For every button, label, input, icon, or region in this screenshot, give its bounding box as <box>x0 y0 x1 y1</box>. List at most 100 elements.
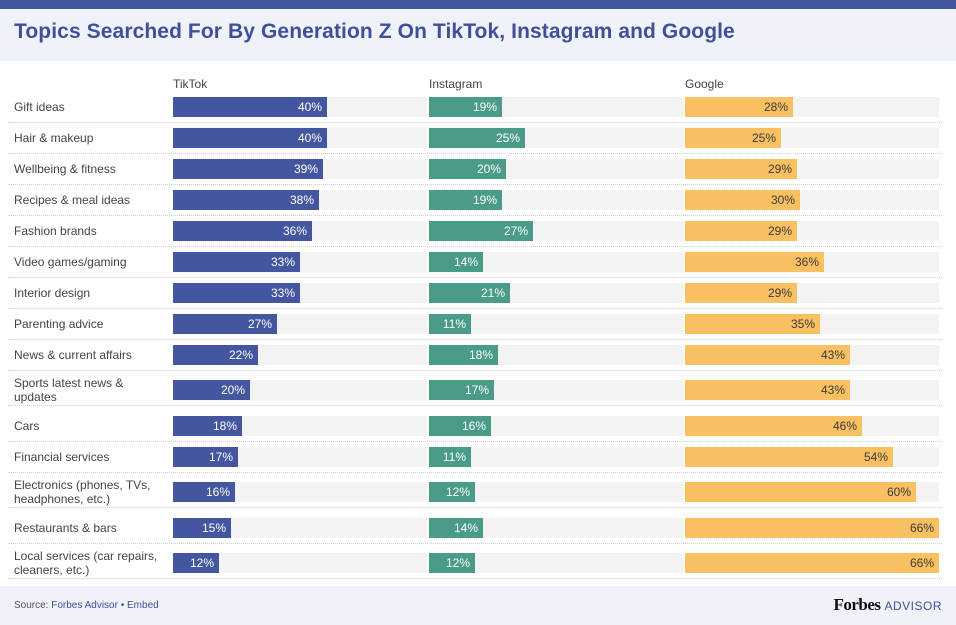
data-label-tiktok: 15% <box>201 521 226 535</box>
bar-google <box>685 447 893 467</box>
category-label: Video games/gaming <box>14 255 127 269</box>
source-separator: • <box>117 600 128 611</box>
bar-instagram <box>429 380 494 400</box>
bar-track-instagram: 14% <box>429 518 683 538</box>
data-label-google: 30% <box>770 193 795 207</box>
data-label-instagram: 25% <box>495 131 520 145</box>
row-separator <box>8 215 942 216</box>
bar-instagram <box>429 482 475 502</box>
row-separator <box>8 153 942 154</box>
forbes-advisor-logo: Forbes ADVISOR <box>833 595 942 615</box>
bar-tiktok <box>173 553 219 573</box>
bar-instagram <box>429 252 483 272</box>
bar-track-tiktok: 39% <box>173 159 427 179</box>
data-label-google: 29% <box>767 286 792 300</box>
row-separator <box>8 543 942 544</box>
row-separator <box>8 472 942 473</box>
category-label: Cars <box>14 419 40 433</box>
row-separator <box>8 122 942 123</box>
bar-google <box>685 416 862 436</box>
data-label-tiktok: 36% <box>282 224 307 238</box>
bar-instagram <box>429 345 498 365</box>
category-label: Interior design <box>14 286 91 300</box>
bar-track-tiktok: 15% <box>173 518 427 538</box>
category-label: Local services (car repairs, cleaners, e… <box>14 549 158 577</box>
bar-track-instagram: 11% <box>429 314 683 334</box>
bar-tiktok <box>173 190 319 210</box>
bar-track-tiktok: 36% <box>173 221 427 241</box>
data-label-instagram: 17% <box>464 383 489 397</box>
embed-link[interactable]: Embed <box>127 600 159 611</box>
data-label-google: 29% <box>767 162 792 176</box>
bar-track-instagram: 16% <box>429 416 683 436</box>
bar-google <box>685 380 850 400</box>
category-label: Parenting advice <box>14 317 104 331</box>
data-label-google: 36% <box>794 255 819 269</box>
bar-track-tiktok: 20% <box>173 380 427 400</box>
bar-instagram <box>429 553 475 573</box>
bar-track-tiktok: 40% <box>173 97 427 117</box>
data-label-instagram: 16% <box>461 419 486 433</box>
row-separator <box>8 277 942 278</box>
data-label-instagram: 14% <box>453 255 478 269</box>
row-separator <box>8 507 942 508</box>
bar-instagram <box>429 190 502 210</box>
row-separator <box>8 370 942 371</box>
row-separator <box>8 339 942 340</box>
data-label-google: 35% <box>790 317 815 331</box>
bar-tiktok <box>173 97 327 117</box>
category-label: Restaurants & bars <box>14 521 117 535</box>
column-header-tiktok: TikTok <box>173 77 208 91</box>
data-label-tiktok: 27% <box>247 317 272 331</box>
bar-tiktok <box>173 221 312 241</box>
data-label-google: 43% <box>820 348 845 362</box>
bar-tiktok <box>173 416 242 436</box>
bar-track-instagram: 11% <box>429 447 683 467</box>
bar-instagram <box>429 97 502 117</box>
bar-track-instagram: 12% <box>429 482 683 502</box>
bar-google <box>685 482 916 502</box>
bar-track-google: 43% <box>685 345 939 365</box>
data-label-google: 66% <box>909 521 934 535</box>
bar-track-google: 28% <box>685 97 939 117</box>
data-label-instagram: 12% <box>445 485 470 499</box>
bar-tiktok <box>173 128 327 148</box>
bar-google <box>685 159 797 179</box>
bar-track-google: 29% <box>685 283 939 303</box>
bar-google <box>685 97 793 117</box>
bar-track-instagram: 12% <box>429 553 683 573</box>
bar-tiktok <box>173 482 235 502</box>
category-label: Recipes & meal ideas <box>14 193 131 207</box>
bar-google <box>685 345 850 365</box>
bar-track-google: 35% <box>685 314 939 334</box>
category-label: News & current affairs <box>14 348 132 362</box>
data-label-google: 66% <box>909 556 934 570</box>
data-label-google: 28% <box>763 100 788 114</box>
bar-track-google: 60% <box>685 482 939 502</box>
bar-instagram <box>429 283 510 303</box>
row-separator <box>8 184 942 185</box>
bar-track-google: 66% <box>685 518 939 538</box>
bar-google <box>685 518 939 538</box>
data-label-instagram: 11% <box>442 317 466 331</box>
row-separator <box>8 441 942 442</box>
chart-title: Topics Searched For By Generation Z On T… <box>14 20 735 43</box>
source-link[interactable]: Forbes Advisor <box>51 600 118 611</box>
bar-track-tiktok: 17% <box>173 447 427 467</box>
bar-track-instagram: 25% <box>429 128 683 148</box>
bar-tiktok <box>173 380 250 400</box>
data-label-tiktok: 33% <box>270 286 295 300</box>
bar-track-tiktok: 33% <box>173 283 427 303</box>
bar-google <box>685 128 781 148</box>
bar-tiktok <box>173 159 323 179</box>
bar-google <box>685 553 939 573</box>
bar-tiktok <box>173 252 300 272</box>
category-label: Sports latest news & updates <box>14 376 124 404</box>
data-label-tiktok: 16% <box>205 485 230 499</box>
data-label-tiktok: 17% <box>208 450 233 464</box>
bar-track-tiktok: 22% <box>173 345 427 365</box>
bar-track-tiktok: 16% <box>173 482 427 502</box>
category-label: Electronics (phones, TVs, headphones, et… <box>14 478 151 506</box>
column-header-google: Google <box>685 77 724 91</box>
source-line: Source: Forbes Advisor • Embed <box>14 600 159 611</box>
